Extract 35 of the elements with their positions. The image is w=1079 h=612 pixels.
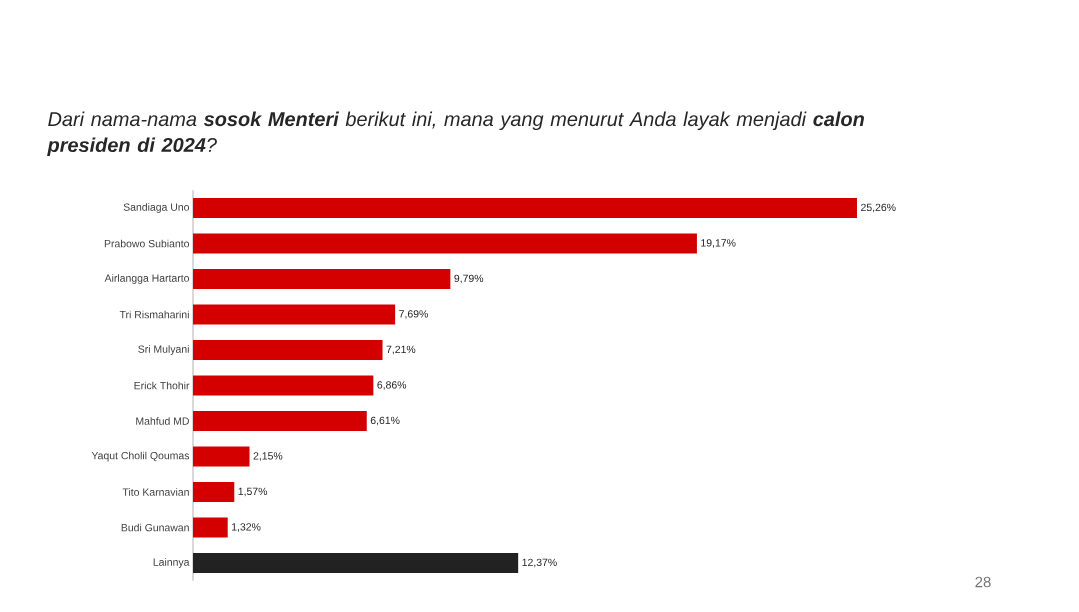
y-tick-label: Prabowo Subianto [104, 239, 190, 248]
bar [193, 411, 367, 431]
data-label: 6,61% [370, 416, 400, 426]
data-label: 19,17% [701, 239, 736, 248]
data-label: 7,69% [399, 310, 428, 319]
data-label: 12,37% [522, 558, 557, 568]
data-label: 1,32% [232, 523, 261, 532]
y-tick-label: Sandiaga Uno [123, 203, 190, 213]
text: 28 [975, 576, 991, 588]
y-tick-label: Tito Karnavian [122, 488, 189, 496]
bar [193, 304, 396, 325]
data-label: 25,26% [861, 203, 896, 213]
data-label: 2,15% [253, 452, 283, 461]
bar [193, 553, 519, 573]
y-tick-label: Airlangga Hartarto [104, 274, 190, 284]
y-tick-label: Sri Mulyani [138, 345, 189, 355]
bar [193, 233, 697, 254]
bar [193, 482, 235, 502]
bar [193, 198, 858, 218]
data-label: 1,57% [238, 487, 268, 497]
bar [193, 446, 250, 467]
data-label: 6,86% [377, 381, 407, 390]
y-tick-label: Yaqut Cholil Qoumas [91, 451, 190, 462]
chart-title: Dari nama-nama sosok Menteri berikut ini, mana yang menurut Anda layak menjadi calon presiden di 2024? [47, 111, 864, 156]
y-tick-label: Budi Gunawan [121, 523, 189, 532]
y-tick-label: Erick Thohir [134, 381, 190, 390]
y-tick-label: Mahfud MD [136, 417, 189, 425]
bar [193, 517, 228, 538]
data-label: 9,79% [454, 274, 484, 284]
data-label: 7,21% [386, 345, 416, 355]
bar [193, 269, 451, 289]
y-tick-label: Tri Rismaharini [119, 310, 189, 319]
y-tick-label: Lainnya [153, 558, 190, 568]
bar [193, 375, 374, 396]
bar [193, 340, 383, 360]
